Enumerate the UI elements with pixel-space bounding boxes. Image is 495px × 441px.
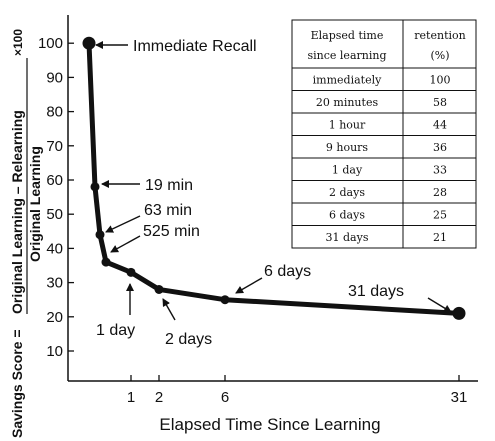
table-header-time-line1: Elapsed time (311, 29, 384, 42)
arrow-63min (105, 215, 141, 233)
table-header-time-line2: since learning (308, 49, 387, 62)
y-tick-label: 30 (46, 275, 63, 292)
arrow-31days (427, 297, 452, 313)
y-tick-label: 10 (46, 343, 63, 360)
y-tick-label: 50 (46, 206, 63, 223)
table-cell-retention: 58 (433, 96, 447, 109)
table-cell-retention: 100 (430, 74, 451, 87)
y-tick-label: 20 (46, 309, 63, 326)
annotation-1-day: 1 day (96, 322, 135, 339)
x-tick-label: 31 (451, 389, 468, 406)
data-point-19-min (90, 182, 100, 192)
table-cell-retention: 36 (433, 141, 447, 154)
x-tick-label: 1 (127, 389, 135, 406)
y-tick-label: 60 (46, 172, 63, 189)
arrow-525min (110, 235, 141, 253)
data-point-63-min (95, 230, 105, 240)
annotation-63-min: 63 min (144, 202, 192, 219)
x-tick-label: 6 (221, 389, 229, 406)
y-label-multiplier: ×100 (11, 29, 25, 56)
table-header-retention-line2: (%) (430, 49, 449, 62)
y-tick-label: 40 (46, 240, 63, 257)
table-cell-time: immediately (313, 74, 382, 87)
y-tick-label: 80 (46, 104, 63, 121)
table-rows: immediately 100 20 minutes 58 1 hour 44 9 hour… (292, 74, 476, 244)
table-cell-time: 6 days (329, 209, 365, 222)
data-point-immediately (82, 36, 96, 50)
data-point-31-days (452, 306, 466, 320)
y-tick-label: 90 (46, 69, 63, 86)
table-cell-time: 2 days (329, 186, 365, 199)
table-border (291, 19, 477, 249)
table-cell-time: 9 hours (326, 141, 369, 154)
table-cell-time: 1 hour (329, 119, 366, 132)
y-label-denominator: Original Learning (27, 146, 43, 262)
annotation-31-days: 31 days (348, 283, 404, 300)
y-tick-label: 100 (38, 35, 63, 52)
y-label-prefix: Savings Score = (9, 329, 25, 438)
y-label-numerator: Original Learning – Relearning (9, 110, 25, 314)
table-cell-retention: 25 (433, 209, 447, 222)
table-cell-time: 1 day (332, 164, 363, 177)
annotation-6-days: 6 days (264, 263, 311, 280)
arrow-2days (162, 298, 176, 321)
x-ticks: 1 2 6 31 (127, 375, 468, 406)
annotation-immediate-recall: Immediate Recall (133, 38, 257, 55)
table-cell-time: 31 days (326, 231, 369, 244)
annotation-2-days: 2 days (165, 331, 212, 348)
x-tick-label: 2 (155, 389, 163, 406)
y-axis-label: Savings Score = Original Learning – Rele… (9, 29, 43, 438)
x-axis-label: Elapsed Time Since Learning (159, 415, 380, 434)
table-cell-retention: 44 (433, 119, 447, 132)
table-cell-retention: 33 (433, 164, 447, 177)
table-cell-time: 20 minutes (316, 96, 379, 109)
data-points (82, 36, 466, 320)
table-cell-retention: 21 (433, 231, 447, 244)
table-cell-retention: 28 (433, 186, 447, 199)
y-ticks: 10 20 30 40 50 60 70 80 90 100 (38, 35, 74, 360)
retention-table: Elapsed time since learning retention (%… (291, 19, 477, 249)
y-tick-label: 70 (46, 138, 63, 155)
data-point-1-day (126, 267, 136, 277)
retention-curve-line (86, 40, 462, 316)
annotation-525-min: 525 min (143, 223, 200, 240)
data-point-6-days (220, 295, 230, 305)
arrow-6days (235, 277, 263, 294)
annotations: Immediate Recall 19 min 63 min 525 min 1… (95, 38, 452, 348)
annotation-19-min: 19 min (145, 177, 193, 194)
table-header-retention-line1: retention (414, 29, 465, 42)
data-point-525-min (101, 257, 111, 267)
data-point-2-days (154, 284, 164, 294)
